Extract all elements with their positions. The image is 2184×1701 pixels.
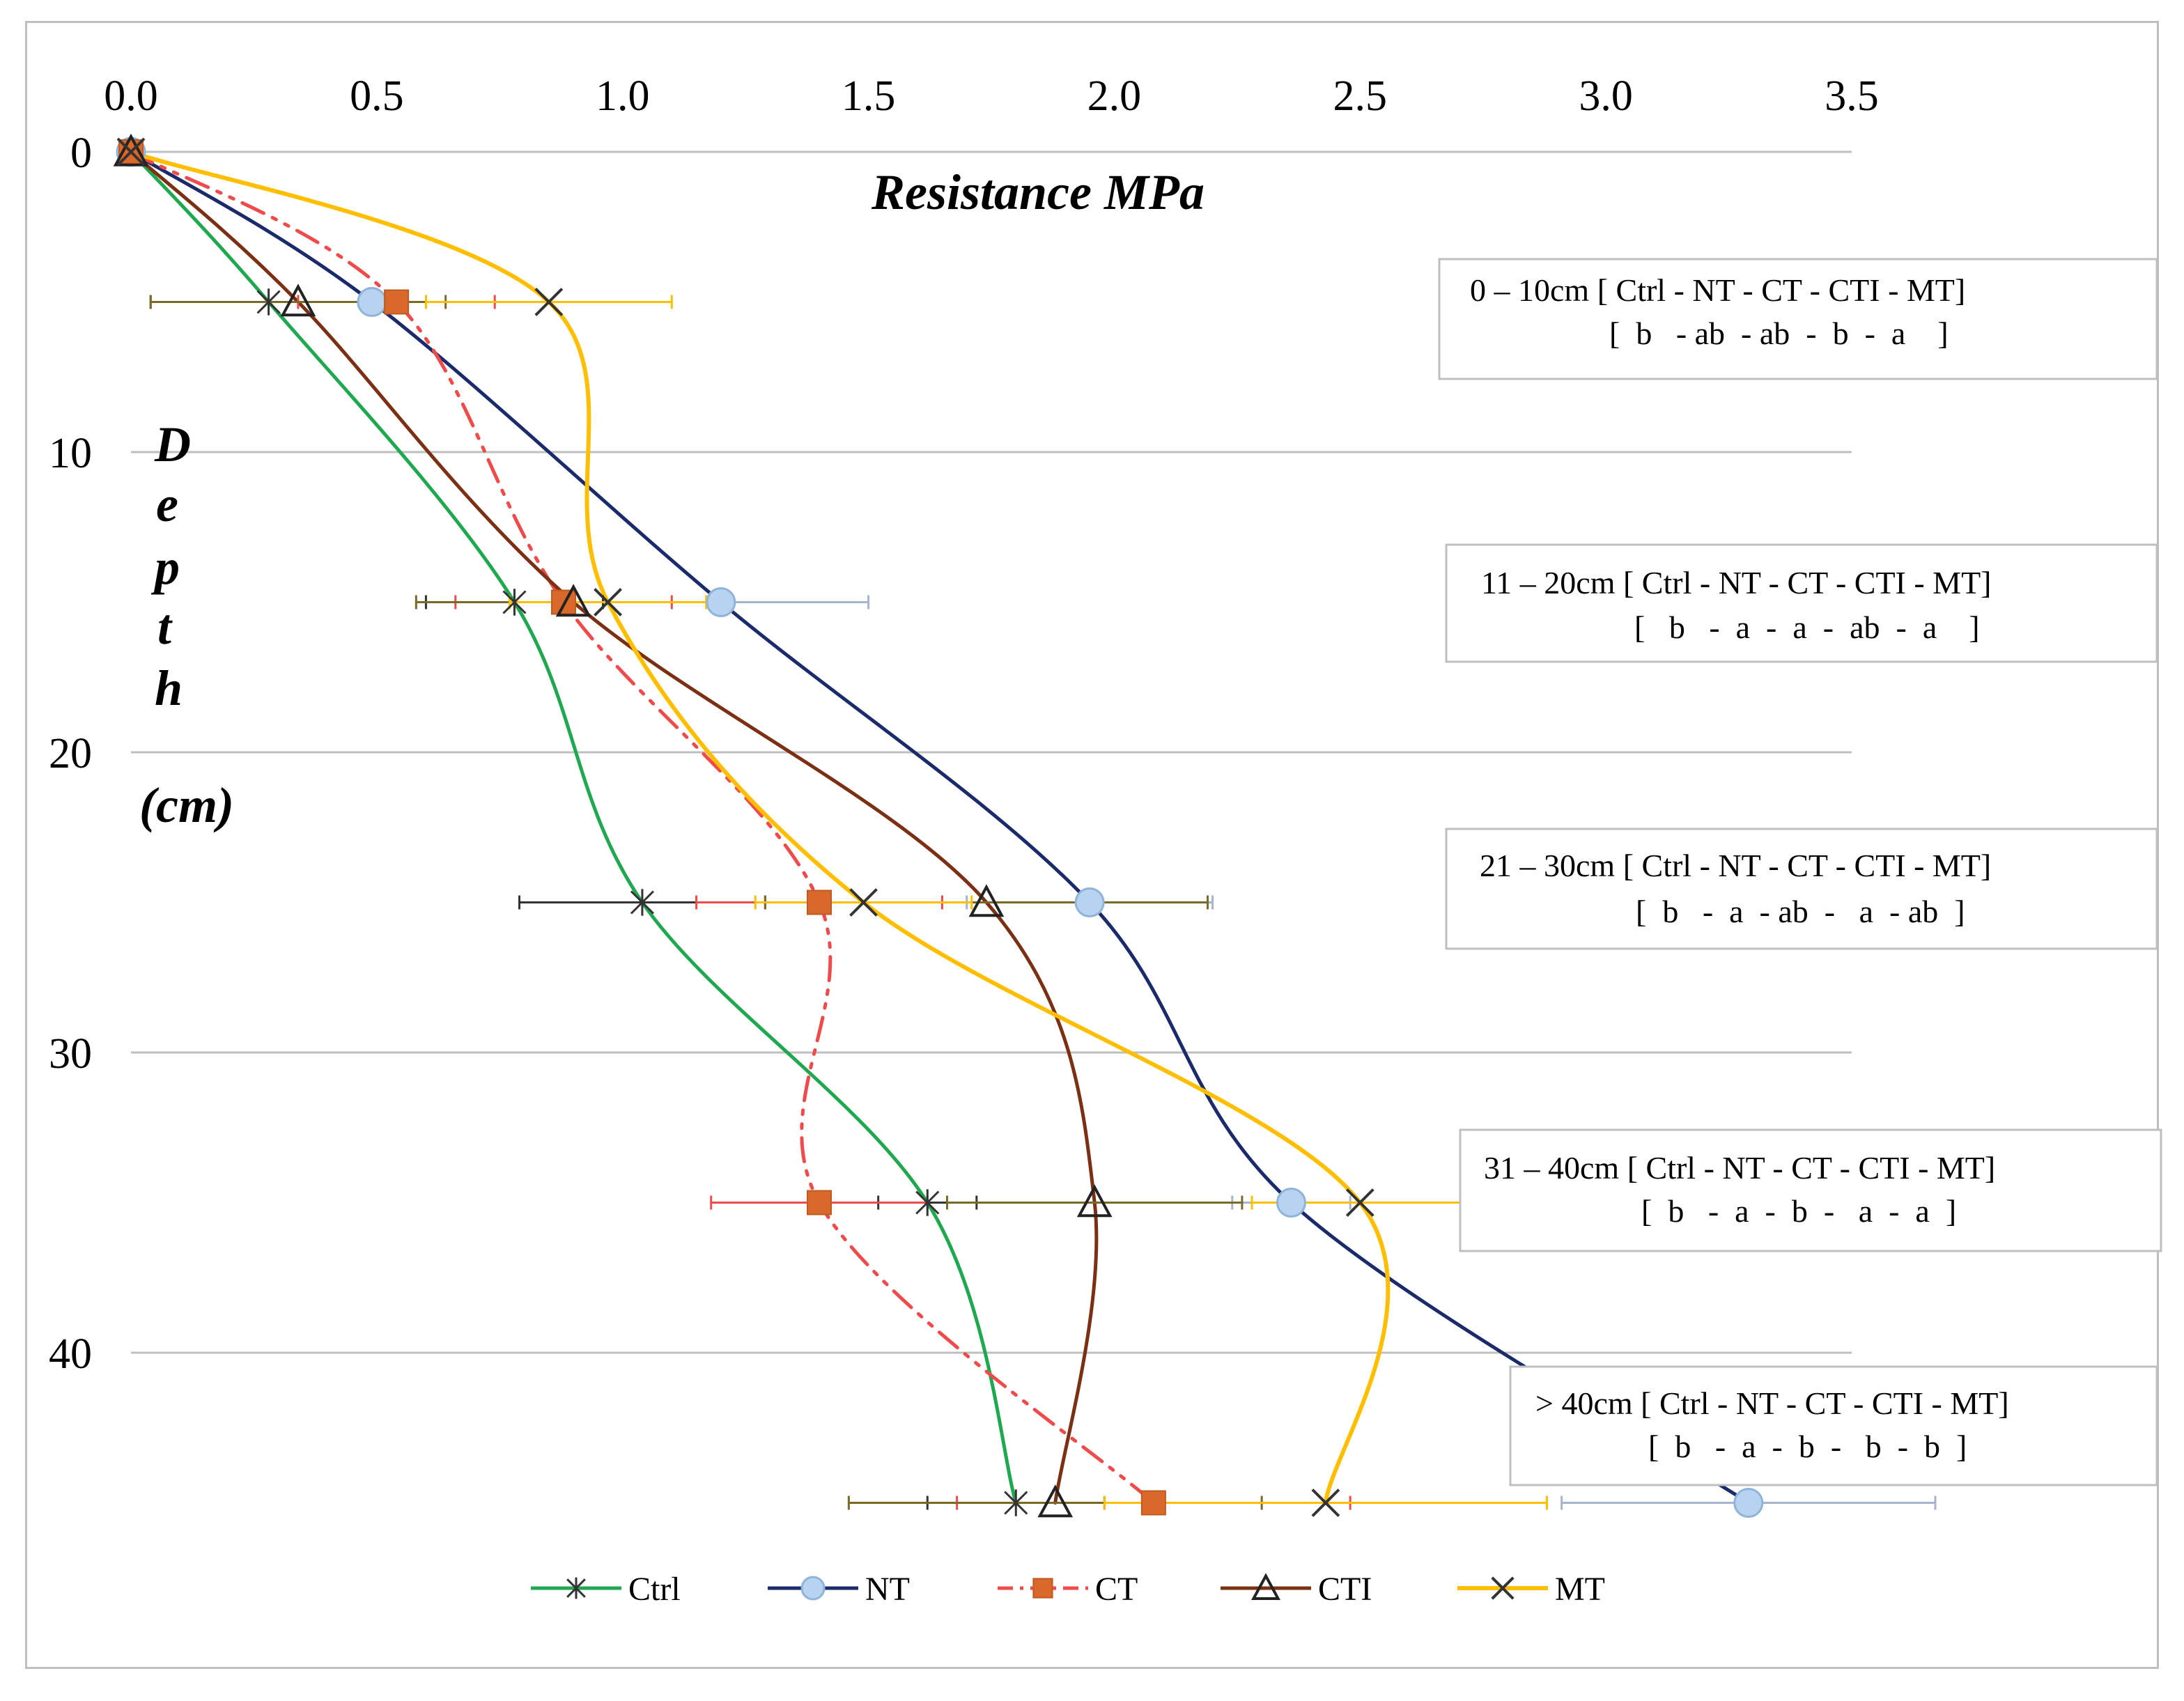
annotation-box — [1509, 1365, 2158, 1486]
error-bars — [149, 295, 1937, 1510]
legend-label-nt: NT — [865, 1571, 910, 1608]
x-tick-label: 2.0 — [1087, 72, 1142, 120]
annotation-label: 11 – 20cm [ Ctrl - NT - CT - CTI - MT] — [1481, 565, 1992, 600]
annotation-letters: [ b - a - ab - a - ab ] — [1636, 894, 1965, 929]
data-point-mt — [1311, 1489, 1340, 1517]
annotation-box — [1438, 258, 2158, 380]
series-line-ct — [129, 150, 1156, 1505]
data-point-ct — [807, 1190, 832, 1215]
significance-annotations: 0 – 10cm [ Ctrl - NT - CT - CTI - MT] [ … — [1438, 258, 2162, 1486]
annotation-letters: [ b - a - b - a - a ] — [1641, 1193, 1956, 1229]
annotation-31-40cm: 31 – 40cm [ Ctrl - NT - CT - CTI - MT] [… — [1459, 1128, 2162, 1252]
annotation-label: 0 – 10cm [ Ctrl - NT - CT - CTI - MT] — [1470, 272, 1965, 308]
series-line-ctrl — [129, 150, 1018, 1505]
legend-marker-mt-stroke — [1491, 1576, 1515, 1600]
annotation-label: 31 – 40cm [ Ctrl - NT - CT - CTI - MT] — [1484, 1150, 1995, 1186]
x-tick-label: 0.5 — [350, 72, 404, 120]
data-point-cti — [1076, 1184, 1113, 1218]
y-axis-title-letter: e — [156, 476, 178, 532]
x-tick-label: 3.0 — [1579, 72, 1633, 120]
data-point-mt — [849, 888, 878, 917]
data-point-mt — [116, 137, 146, 166]
legend-marker-ct — [1032, 1578, 1053, 1599]
data-point-mt — [534, 288, 564, 316]
annotation-over-40cm: > 40cm [ Ctrl - NT - CT - CTI - MT] [ b … — [1509, 1365, 2158, 1486]
data-point-mt-stroke — [1345, 1188, 1374, 1217]
data-point-nt — [357, 287, 387, 317]
x-tick-label: 2.5 — [1333, 72, 1388, 120]
gridlines — [131, 150, 1852, 1354]
x-tick-label: 1.5 — [842, 72, 896, 120]
data-point-nt — [1733, 1488, 1764, 1518]
legend-marker-nt — [800, 1576, 826, 1601]
data-point-ctrl — [1004, 1489, 1028, 1516]
y-tick-label: 0 — [70, 130, 92, 177]
annotation-label: > 40cm [ Ctrl - NT - CT - CTI - MT] — [1535, 1385, 2009, 1421]
data-point-mt — [594, 588, 622, 616]
data-point-mt — [1345, 1188, 1374, 1217]
y-axis-title: D e p t h (cm) — [139, 417, 234, 833]
data-point-mt-stroke — [116, 137, 146, 166]
data-point-cti — [113, 133, 149, 166]
data-point-cti — [1037, 1484, 1074, 1518]
data-point-mt-stroke — [849, 888, 878, 917]
y-axis-title-unit: (cm) — [139, 777, 234, 833]
x-tick-label: 1.0 — [596, 72, 650, 120]
data-point-ct — [807, 890, 832, 915]
data-point-nt — [706, 587, 736, 617]
data-point-cti — [280, 284, 316, 317]
y-axis-title-letter: D — [154, 417, 191, 472]
legend-marker-ctrl — [566, 1577, 586, 1599]
series-line-mt — [129, 150, 1391, 1505]
x-tick-label: 0.0 — [104, 72, 158, 120]
annotation-box — [1445, 543, 2158, 663]
annotation-box — [1459, 1128, 2162, 1252]
y-axis-title-letter: t — [157, 599, 173, 655]
y-tick-label: 30 — [49, 1030, 92, 1078]
annotation-21-30cm: 21 – 30cm [ Ctrl - NT - CT - CTI - MT] [… — [1445, 828, 2158, 950]
data-point-mt-stroke — [1311, 1489, 1340, 1517]
series-line-cti — [129, 150, 1099, 1505]
annotation-letters: [ b - a - b - b - b ] — [1648, 1429, 1967, 1464]
data-point-nt — [1276, 1188, 1306, 1218]
x-axis-title: Resistance MPa — [871, 164, 1205, 220]
data-point-ct — [384, 289, 410, 315]
annotation-11-20cm: 11 – 20cm [ Ctrl - NT - CT - CTI - MT] [… — [1445, 543, 2158, 663]
legend-label-cti: CTI — [1318, 1571, 1372, 1608]
legend-marker-cti — [1251, 1573, 1280, 1600]
annotation-letters: [ b - ab - ab - b - a ] — [1609, 316, 1949, 351]
legend-label-ct: CT — [1095, 1571, 1138, 1608]
y-tick-label: 20 — [49, 730, 92, 777]
annotation-0-10cm: 0 – 10cm [ Ctrl - NT - CT - CTI - MT] [ … — [1438, 258, 2158, 380]
data-point-ctrl — [630, 889, 655, 916]
annotation-letters: [ b - a - a - ab - a ] — [1634, 609, 1980, 645]
annotation-box — [1445, 828, 2158, 950]
legend-label-ctrl: Ctrl — [628, 1571, 681, 1608]
legend: Ctrl NT CT CTI MT — [531, 1571, 1605, 1608]
data-point-cti — [555, 584, 591, 617]
y-axis-ticks: 0 10 20 30 40 — [49, 130, 92, 1378]
data-point-mt-stroke — [594, 588, 622, 616]
y-tick-label: 40 — [49, 1330, 92, 1378]
data-point-mt-stroke — [534, 288, 564, 316]
data-point-ctrl — [502, 589, 527, 616]
data-markers — [113, 133, 1764, 1518]
legend-label-mt: MT — [1555, 1571, 1605, 1608]
annotation-label: 21 – 30cm [ Ctrl - NT - CT - CTI - MT] — [1480, 848, 1991, 883]
data-point-cti — [968, 884, 1005, 917]
x-tick-label: 3.5 — [1825, 72, 1879, 120]
legend-marker-mt — [1491, 1576, 1515, 1600]
data-point-ct — [1140, 1490, 1166, 1516]
x-axis-ticks: 0.0 0.5 1.0 1.5 2.0 2.5 3.0 3.5 — [104, 72, 1879, 120]
data-point-ctrl — [915, 1189, 940, 1216]
y-axis-title-letter: h — [155, 660, 183, 716]
data-point-ctrl — [256, 288, 281, 316]
data-point-nt — [1074, 887, 1105, 917]
y-axis-title-letter: p — [150, 539, 180, 595]
y-tick-label: 10 — [49, 430, 92, 477]
